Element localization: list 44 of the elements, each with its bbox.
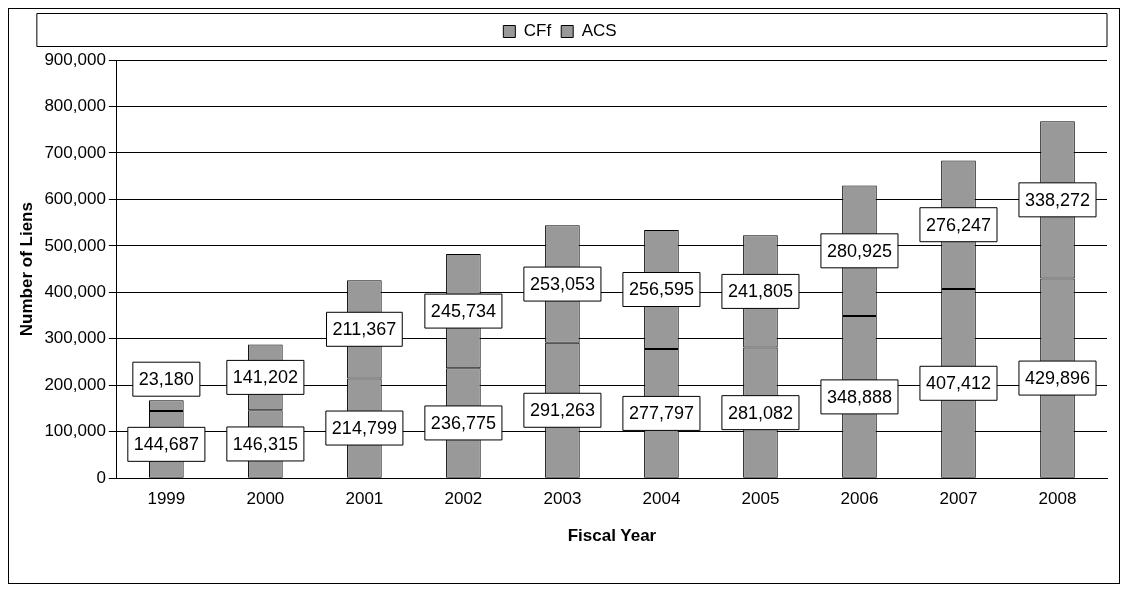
- y-tick-label: 400,000: [44, 282, 106, 302]
- y-tick-label: 200,000: [44, 374, 106, 394]
- data-label: 407,412: [925, 373, 992, 394]
- data-label: 141,202: [232, 367, 298, 388]
- y-tick-label: 900,000: [44, 49, 106, 69]
- x-tick-label: 2005: [741, 489, 780, 509]
- y-tick-label: 100,000: [44, 421, 106, 441]
- data-label: 277,797: [628, 403, 694, 424]
- x-axis-title: Fiscal Year: [567, 526, 657, 546]
- x-tick-label: 2000: [246, 489, 285, 509]
- x-tick-label: 2003: [543, 489, 582, 509]
- data-label: 236,775: [430, 412, 496, 433]
- x-tick-label: 1999: [147, 489, 186, 509]
- legend-label: ACS: [581, 21, 617, 41]
- x-tick-label: 2008: [1038, 489, 1077, 509]
- y-tick-label: 500,000: [44, 235, 106, 255]
- data-label: 211,367: [332, 319, 397, 340]
- data-label: 291,263: [529, 400, 595, 421]
- data-label: 245,734: [430, 301, 496, 322]
- data-label: 338,272: [1024, 189, 1091, 210]
- x-tick-label: 2002: [444, 489, 483, 509]
- y-axis-title: Number of Liens: [16, 202, 36, 337]
- y-tick-label: 0: [96, 467, 106, 487]
- data-label: 146,315: [232, 433, 298, 454]
- data-label: 348,888: [826, 386, 892, 407]
- y-tick-label: 600,000: [44, 189, 106, 209]
- data-label: 429,896: [1024, 368, 1091, 389]
- x-tick-label: 2001: [345, 489, 384, 509]
- data-label: 23,180: [138, 369, 194, 390]
- data-label: 214,799: [331, 418, 397, 439]
- data-label: 281,082: [727, 402, 793, 423]
- legend-label: CFf: [523, 21, 552, 41]
- y-tick-label: 300,000: [44, 328, 106, 348]
- data-label: 276,247: [925, 214, 992, 235]
- data-label: 256,595: [628, 279, 694, 300]
- x-tick-label: 2006: [840, 489, 879, 509]
- data-label: 280,925: [826, 240, 892, 261]
- data-label: 253,053: [529, 274, 595, 295]
- y-tick-label: 700,000: [44, 142, 106, 162]
- y-tick-label: 800,000: [44, 96, 106, 116]
- data-label: 144,687: [133, 434, 199, 455]
- x-tick-label: 2007: [939, 489, 978, 509]
- data-label: 241,805: [727, 281, 793, 302]
- x-tick-label: 2004: [642, 489, 681, 509]
